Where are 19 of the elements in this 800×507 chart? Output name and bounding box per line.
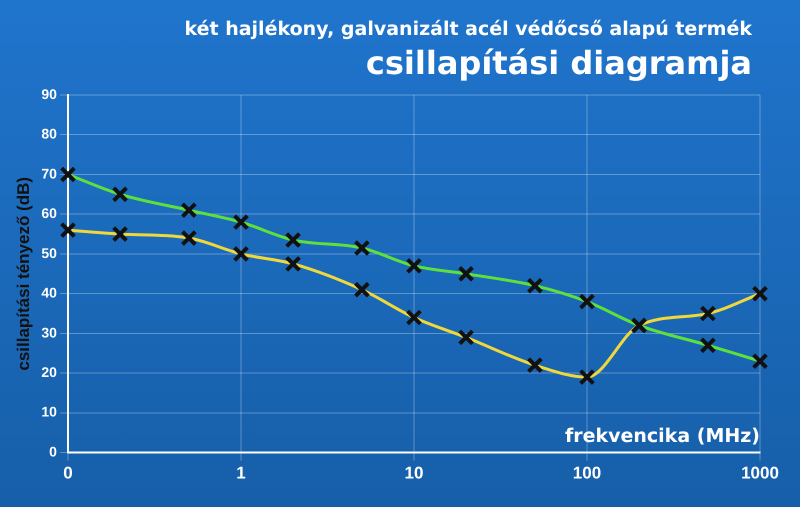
x-axis-title: frekvencika (MHz) bbox=[564, 425, 760, 448]
chart-subtitle: két hajlékony, galvanizált acél védőcső alapú termék bbox=[184, 18, 752, 40]
y-tick-label: 80 bbox=[41, 126, 58, 142]
chart-title: csillapítási diagramja bbox=[366, 44, 752, 82]
x-tick-label: 0 bbox=[63, 463, 73, 482]
y-tick-label: 0 bbox=[49, 443, 58, 460]
x-tick-label: 1000 bbox=[741, 463, 779, 482]
x-tick-label: 10 bbox=[404, 463, 424, 482]
y-tick-label: 50 bbox=[41, 244, 58, 261]
x-tick-label: 100 bbox=[572, 463, 602, 482]
y-tick-label: 90 bbox=[41, 86, 58, 102]
y-tick-label: 40 bbox=[41, 284, 58, 301]
y-axis-title: csillapítási tényező (dB) bbox=[14, 176, 33, 371]
y-tick-label: 70 bbox=[41, 165, 58, 182]
y-tick-label: 30 bbox=[41, 324, 58, 340]
y-tick-label: 20 bbox=[41, 364, 58, 380]
y-tick-label: 60 bbox=[41, 205, 58, 222]
y-tick-label: 10 bbox=[41, 404, 58, 420]
x-tick-label: 1 bbox=[236, 463, 246, 482]
